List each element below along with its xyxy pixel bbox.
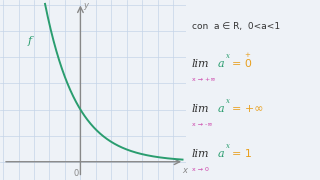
Text: con  a ∈ R,  0<a<1: con a ∈ R, 0<a<1: [192, 22, 280, 31]
Text: +: +: [244, 52, 250, 58]
Text: f: f: [28, 36, 32, 46]
Text: x: x: [226, 142, 230, 150]
Text: a: a: [218, 104, 224, 114]
Text: = +∞: = +∞: [232, 104, 263, 114]
Text: 0: 0: [74, 169, 79, 178]
Text: lim: lim: [192, 59, 210, 69]
Text: lim: lim: [192, 149, 210, 159]
Text: a: a: [218, 59, 224, 69]
Text: x: x: [226, 52, 230, 60]
Text: lim: lim: [192, 104, 210, 114]
Text: x → 0: x → 0: [192, 167, 209, 172]
Text: x → -∞: x → -∞: [192, 122, 212, 127]
Text: x → +∞: x → +∞: [192, 77, 215, 82]
Text: x: x: [226, 97, 230, 105]
Text: = 0: = 0: [232, 59, 252, 69]
Text: a: a: [218, 149, 224, 159]
Text: = 1: = 1: [232, 149, 252, 159]
Text: x: x: [182, 166, 188, 175]
Text: y: y: [83, 1, 88, 10]
